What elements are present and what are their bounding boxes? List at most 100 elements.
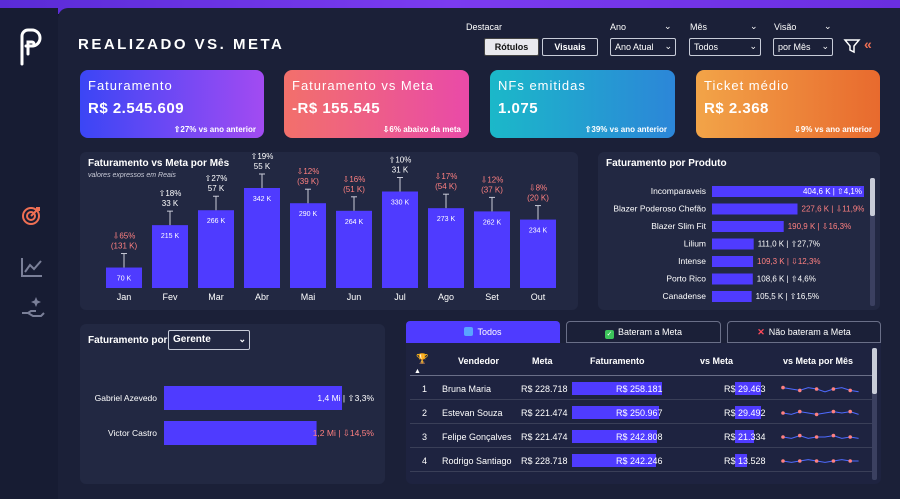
product-name-label: Intense [678,256,706,266]
trophy-icon: 🏆 [416,354,429,365]
ano-chevron-icon[interactable]: ⌄ [664,21,672,31]
product-value-label: 108,6 K | ⇧4,6% [757,275,816,284]
month-bar [106,267,142,288]
month-tick-label: Set [485,292,499,302]
chevron-down-icon: ⌄ [238,334,246,344]
rotulos-toggle[interactable]: Rótulos [484,38,539,56]
month-pct-label: ⇧10% [389,156,412,165]
mes-chevron-icon[interactable]: ⌄ [750,21,758,31]
visao-select[interactable]: por Mês ⌄ [773,38,833,56]
table-scrollbar[interactable] [872,348,877,480]
row-vs-meta: R$ 21.334 [724,432,766,442]
kpi-value: R$ 2.545.609 [88,100,185,117]
month-diff-label: (37 K) [481,185,503,194]
row-vs-meta: R$ 13.528 [724,456,766,466]
month-pct-label: ⇩12% [481,175,504,184]
table-row[interactable]: 4 Rodrigo Santiago R$ 228.718 R$ 242.246 R$ … [410,450,873,472]
sparkle-hand-icon[interactable] [20,295,46,319]
row-meta: R$ 228.718 [521,384,568,394]
kpi-ticket-medio-card: Ticket médio R$ 2.368 ⇩9% vs ano anterio… [696,70,880,138]
row-faturamento: R$ 250.967 [616,408,663,418]
product-name-label: Lilium [684,239,706,249]
kpi-title: NFs emitidas [498,78,586,93]
product-value-label: 190,9 K | ⇩16,3% [788,222,852,231]
checkmark-icon: ✓ [604,330,614,339]
gerente-bar [164,386,342,410]
month-diff-label: (20 K) [527,194,549,203]
tab-nao-bateram-meta[interactable]: ✕ Não bateram a Meta [727,321,881,343]
gerente-name-label: Gabriel Azevedo [95,393,158,403]
row-rank: 1 [422,384,428,394]
collapse-chevrons-icon[interactable]: « [864,36,872,52]
gerente-dropdown[interactable]: Gerente ⌄ [168,330,250,350]
month-diff-label: 57 K [208,184,225,193]
filter-icon[interactable] [843,37,861,55]
sparkline-point [781,385,785,390]
kpi-delta: ⇩6% abaixo da meta [382,125,461,134]
sparkline-point [848,435,852,439]
row-meta: R$ 221.474 [521,432,568,442]
tab-todos-label: Todos [477,327,502,337]
tab-bateram-meta[interactable]: ✓ Bateram a Meta [566,321,721,343]
sparkline-point [798,433,802,438]
destacar-label: Destacar [466,22,503,32]
table-row[interactable]: 3 Felipe Gonçalves R$ 221.474 R$ 242.808 R$ … [410,426,873,448]
kpi-title: Faturamento [88,78,173,93]
table-row[interactable]: 1 Bruna Maria R$ 228.718 R$ 258.181 R$ 29.46… [410,378,873,400]
app-logo-icon [20,28,42,66]
product-name-label: Canadense [663,291,707,301]
sparkline-point [831,459,836,463]
table-row[interactable]: 2 Estevan Souza R$ 221.474 R$ 250.967 R$ 29.… [410,402,873,424]
line-chart-icon[interactable] [20,256,44,278]
ano-select-value: Ano Atual [615,42,654,52]
target-icon[interactable] [20,205,42,227]
header-faturamento[interactable]: Faturamento [590,356,645,366]
month-pct-label: ⇩12% [297,167,320,176]
product-value-label: 404,6 K | ⇧4,1% [803,187,862,196]
month-diff-label: 33 K [162,199,179,208]
tab-todos[interactable]: Todos [406,321,560,343]
month-tick-label: Jun [347,292,362,302]
header-vs-meta-por-mes[interactable]: vs Meta por Mês [783,356,854,366]
visuais-toggle[interactable]: Visuais [542,38,598,56]
month-bar-value-label: 234 K [529,228,548,235]
month-bar-value-label: 342 K [253,196,272,203]
header-vs-meta[interactable]: vs Meta [700,356,734,366]
row-vs-meta-bar [735,430,754,443]
month-bar [244,188,280,288]
sparkline-point [831,433,836,438]
row-sparkline [781,459,859,463]
table-scrollbar-thumb[interactable] [872,348,877,394]
ano-select[interactable]: Ano Atual ⌄ [610,38,676,56]
product-scrollbar[interactable] [870,178,875,306]
sparkline-path [782,459,859,463]
product-value-label: 105,5 K | ⇧16,5% [756,292,820,301]
product-value-label: 111,0 K | ⇧27,7% [758,240,820,249]
product-bar [712,186,864,197]
sparkline-point [831,387,836,391]
sort-arrow-icon[interactable]: ▲ [414,368,421,375]
mes-select[interactable]: Todos ⌄ [689,38,761,56]
row-faturamento-bar [572,406,660,419]
product-bar [712,238,754,250]
row-meta: R$ 221.474 [521,408,568,418]
sparkline-point [814,435,819,439]
month-bar [428,208,464,288]
kpi-title: Faturamento vs Meta [292,78,434,93]
sparkline-path [782,435,859,439]
month-diff-label: (39 K) [297,177,319,186]
visao-chevron-icon[interactable]: ⌄ [824,21,832,31]
row-sparkline [781,433,859,439]
kpi-value: -R$ 155.545 [292,100,381,117]
gerente-dropdown-value: Gerente [173,334,211,345]
kpi-delta: ⇩9% vs ano anterior [794,125,872,134]
product-scrollbar-thumb[interactable] [870,178,875,216]
row-faturamento: R$ 258.181 [616,384,663,394]
header-vendedor[interactable]: Vendedor [458,356,500,366]
month-diff-label: 55 K [254,162,271,171]
header-meta[interactable]: Meta [532,356,553,366]
product-name-label: Incomparaveis [651,186,706,196]
row-faturamento-bar [572,430,657,443]
sparkline-point [781,459,785,463]
month-bar [290,203,326,288]
